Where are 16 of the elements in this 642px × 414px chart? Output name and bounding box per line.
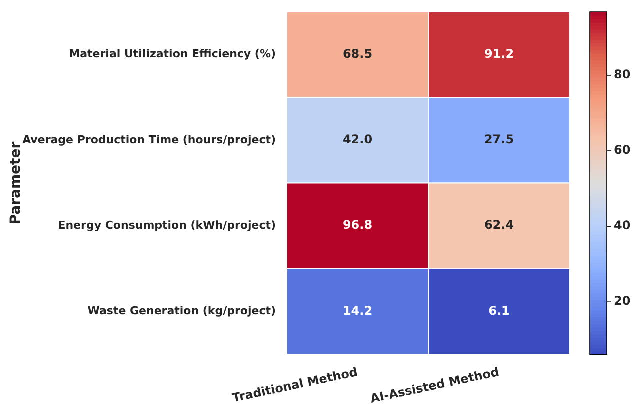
data-label: 42.0 bbox=[342, 132, 373, 147]
data-label: 6.1 bbox=[488, 304, 510, 318]
data-label: 68.5 bbox=[342, 46, 373, 61]
y-tick-label: Average Production Time (hours/project) bbox=[22, 133, 276, 146]
color-bar-label: 80 bbox=[614, 68, 631, 82]
data-label: 27.5 bbox=[484, 132, 514, 147]
color-bar-label: 20 bbox=[614, 294, 631, 308]
data-label: 14.2 bbox=[342, 304, 373, 318]
y-tick-label: Material Utilization Efficiency (%) bbox=[69, 48, 276, 61]
y-tick-label: Energy Consumption (kWh/project) bbox=[58, 218, 276, 232]
data-label: 96.8 bbox=[342, 218, 373, 232]
y-tick-label: Waste Generation (kg/project) bbox=[88, 304, 276, 318]
data-label: 62.4 bbox=[484, 218, 514, 232]
color-bar-label: 40 bbox=[614, 218, 631, 233]
color-bar-label: 60 bbox=[614, 143, 631, 158]
data-label: 91.2 bbox=[484, 46, 514, 61]
